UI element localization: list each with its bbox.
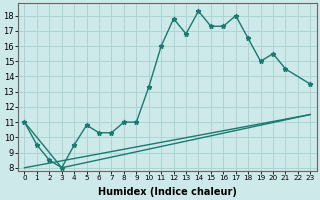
X-axis label: Humidex (Indice chaleur): Humidex (Indice chaleur) (98, 187, 237, 197)
